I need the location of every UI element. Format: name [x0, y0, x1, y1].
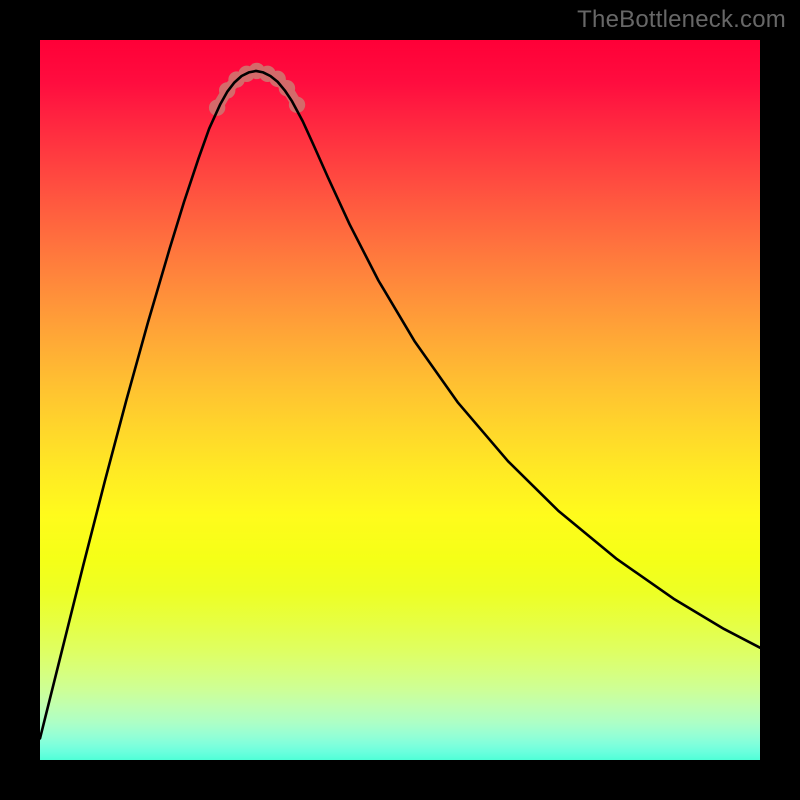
watermark-text: TheBottleneck.com: [577, 6, 786, 34]
chart-frame: TheBottleneck.com: [0, 0, 800, 800]
chart-svg: [0, 0, 800, 800]
plot-background: [40, 40, 760, 760]
